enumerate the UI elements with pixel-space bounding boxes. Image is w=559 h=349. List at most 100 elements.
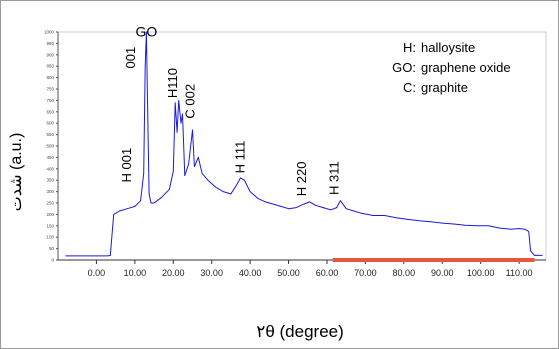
x-tick-label: 90.00 (431, 268, 454, 278)
data-point (126, 208, 128, 210)
series-layer (65, 31, 543, 257)
x-tick-label: 100.00 (467, 268, 495, 278)
data-point (230, 193, 232, 195)
data-point (322, 207, 324, 208)
y-tick-label: 850 (46, 64, 54, 69)
x-tick-label: 0.00 (88, 268, 106, 278)
y-tick-label: 650 (46, 109, 54, 114)
data-point (134, 206, 136, 207)
y-tick-label: 300 (46, 189, 54, 194)
data-point (345, 208, 347, 210)
y-tick-label: 450 (46, 155, 54, 160)
data-point (430, 221, 432, 223)
data-point (243, 179, 245, 181)
data-point (145, 31, 147, 33)
data-point (265, 201, 266, 203)
data-point (176, 131, 178, 133)
data-point (113, 214, 115, 215)
data-point (309, 201, 311, 203)
data-point (169, 188, 170, 190)
y-tick-label: 600 (46, 121, 54, 126)
x-tick-label: 60.00 (316, 268, 339, 278)
y-tick-label: 700 (46, 98, 54, 103)
data-point (476, 225, 478, 227)
data-point (143, 172, 145, 174)
peak-label: 001 (123, 47, 138, 69)
y-tick-label: 200 (46, 212, 54, 217)
peak-label: H110 (165, 68, 180, 98)
x-tick-label: 80.00 (393, 268, 416, 278)
data-point (109, 255, 111, 256)
legend-key: GO: (392, 60, 416, 75)
data-point (272, 203, 274, 205)
data-point (395, 217, 397, 219)
legend-label: graphite (421, 80, 468, 95)
data-point (222, 191, 224, 193)
data-point (192, 129, 193, 131)
data-point (249, 191, 251, 193)
data-point (197, 157, 199, 158)
data-point (172, 170, 174, 172)
x-tick-label: 50.00 (277, 268, 300, 278)
x-axis: 0.00 10.00 20.00 30.00 40.00 50.00 60.00 70.00 8… (58, 258, 546, 278)
y-tick-label: 150 (46, 223, 54, 228)
data-point (140, 200, 142, 202)
x-tick-label: 70.00 (354, 268, 377, 278)
y-tick-label: 950 (46, 41, 54, 46)
data-point (315, 204, 316, 206)
data-point (119, 210, 120, 212)
y-tick-label: 400 (46, 166, 54, 171)
peak-label: H 220 (294, 161, 309, 196)
data-point (303, 203, 305, 205)
data-point (453, 223, 455, 225)
data-point (530, 250, 532, 252)
data-point (236, 184, 238, 186)
data-point (487, 225, 489, 227)
data-point (441, 222, 443, 224)
data-point (541, 255, 543, 256)
data-point (464, 224, 466, 226)
peak-label: H 001 (119, 148, 134, 183)
data-point (161, 196, 163, 198)
y-tick-label: 750 (46, 87, 54, 92)
legend-key: C: (403, 80, 416, 95)
x-axis-label: ۲θ (degree) (256, 322, 344, 341)
y-tick-label: 250 (46, 201, 54, 206)
data-point (180, 122, 182, 124)
data-point (407, 219, 409, 220)
legend-label: graphene oxide (421, 60, 511, 75)
x-range-highlight (332, 258, 535, 262)
y-tick-label: 550 (46, 132, 54, 137)
data-point (178, 100, 180, 101)
legend: H: halloysite GO: graphene oxide C: graphite (392, 40, 510, 95)
data-point (257, 198, 259, 199)
data-point (153, 202, 155, 204)
data-point (188, 163, 190, 165)
data-point (182, 113, 183, 115)
data-point (215, 186, 216, 188)
data-point (148, 193, 150, 195)
data-point (147, 100, 148, 101)
data-point (518, 228, 520, 229)
data-point (201, 172, 203, 174)
y-axis-label: شدت (a.u.) (8, 133, 25, 212)
data-point (336, 207, 337, 208)
peak-label: H 111 (232, 141, 247, 174)
y-tick-label: 500 (46, 144, 54, 149)
data-point (295, 207, 297, 208)
peak-label: C 002 (182, 84, 197, 119)
data-point (144, 65, 146, 67)
y-tick-label: 900 (46, 52, 54, 57)
peak-label: H 311 (327, 161, 342, 195)
y-tick-label: 50 (49, 246, 55, 251)
y-tick-label: 1000 (44, 30, 55, 35)
data-point (361, 212, 362, 214)
data-point (174, 102, 176, 104)
data-point (65, 255, 67, 257)
peak-label: GO (135, 24, 157, 40)
data-point (280, 206, 282, 207)
data-point (184, 175, 186, 177)
data-point (107, 255, 109, 257)
